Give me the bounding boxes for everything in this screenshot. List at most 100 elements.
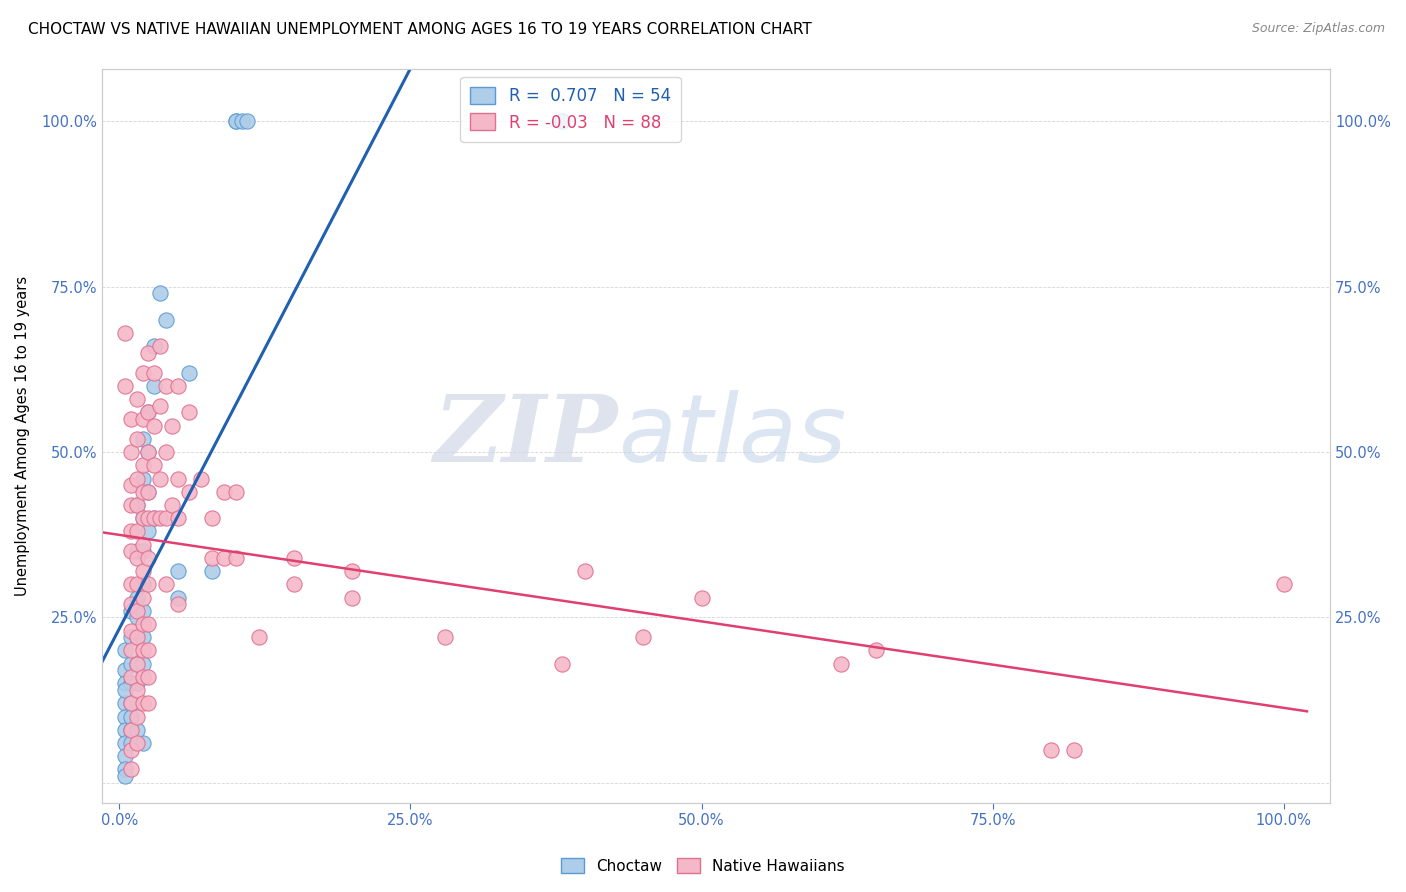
Point [131,604,153,618]
Point [120,544,142,558]
Point [125,498,148,512]
Point [149,471,172,485]
Point [155,313,177,327]
Point [574,564,596,578]
Point [179,366,201,380]
Point [231,114,253,128]
Text: CHOCTAW VS NATIVE HAWAIIAN UNEMPLOYMENT AMONG AGES 16 TO 19 YEARS CORRELATION CH: CHOCTAW VS NATIVE HAWAIIAN UNEMPLOYMENT … [28,22,811,37]
Point [131,511,153,525]
Point [114,379,136,393]
Point [138,484,160,499]
Point [179,405,201,419]
Point [125,676,148,690]
Point [125,524,148,539]
Point [138,643,160,657]
Point [125,736,148,750]
Point [830,657,852,671]
Point [125,657,148,671]
Point [131,564,153,578]
Point [283,577,305,591]
Point [131,458,153,473]
Point [155,379,177,393]
Point [138,405,160,419]
Point [434,630,457,644]
Point [166,591,188,605]
Point [225,114,247,128]
Point [131,511,153,525]
Point [125,610,148,624]
Text: atlas: atlas [617,390,846,481]
Point [247,630,270,644]
Point [149,339,172,353]
Point [125,723,148,737]
Point [125,471,148,485]
Legend: R =  0.707   N = 54, R = -0.03   N = 88: R = 0.707 N = 54, R = -0.03 N = 88 [460,77,681,142]
Point [114,643,136,657]
Point [143,458,166,473]
Point [633,630,655,644]
Point [120,742,142,756]
Point [120,723,142,737]
Point [114,723,136,737]
Point [149,399,172,413]
Point [340,564,363,578]
Point [120,643,142,657]
Point [131,538,153,552]
Point [131,544,153,558]
Point [125,432,148,446]
Point [236,114,259,128]
Point [690,591,713,605]
Point [125,544,148,558]
Point [120,412,142,426]
Point [131,630,153,644]
Point [131,670,153,684]
Point [131,696,153,710]
Point [143,418,166,433]
Point [114,769,136,783]
Point [138,405,160,419]
Point [201,511,224,525]
Point [114,696,136,710]
Point [551,657,574,671]
Point [114,709,136,723]
Point [1272,577,1295,591]
Point [155,577,177,591]
Point [212,484,235,499]
Point [114,763,136,777]
Point [551,114,574,128]
Point [166,597,188,611]
Point [131,643,153,657]
Point [114,683,136,698]
Point [138,617,160,632]
Point [114,736,136,750]
Point [114,749,136,764]
Point [125,630,148,644]
Point [225,114,247,128]
Point [120,670,142,684]
Point [201,550,224,565]
Point [138,670,160,684]
Point [138,346,160,360]
Point [131,366,153,380]
Point [114,676,136,690]
Point [190,471,212,485]
Point [120,445,142,459]
Point [166,471,188,485]
Point [120,498,142,512]
Point [120,709,142,723]
Point [143,511,166,525]
Point [120,478,142,492]
Legend: Choctaw, Native Hawaiians: Choctaw, Native Hawaiians [555,852,851,880]
Point [120,676,142,690]
Point [283,550,305,565]
Point [120,696,142,710]
Point [225,550,247,565]
Point [131,591,153,605]
Point [155,511,177,525]
Point [131,657,153,671]
Point [125,591,148,605]
Point [120,630,142,644]
Point [131,471,153,485]
Point [340,591,363,605]
Point [1039,742,1062,756]
